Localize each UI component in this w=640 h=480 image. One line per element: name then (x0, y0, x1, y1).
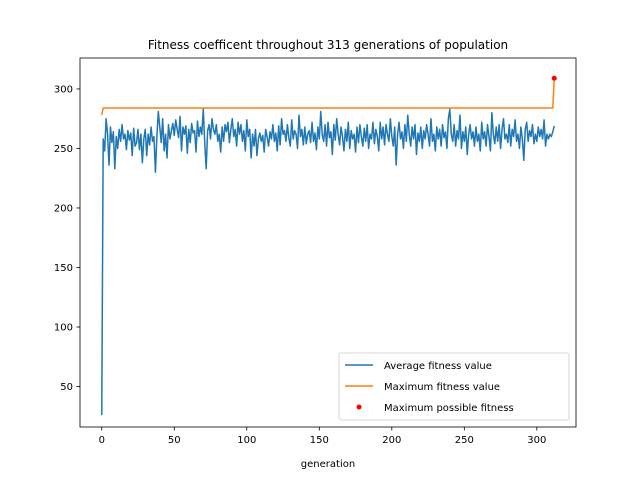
axes-frame (79, 57, 577, 428)
x-tick-label: 250 (455, 435, 474, 446)
y-tick-label: 300 (54, 84, 73, 95)
legend-box (338, 352, 570, 421)
plot-area (101, 75, 557, 416)
y-tick-label: 200 (54, 203, 73, 214)
max-possible-fitness-point (551, 75, 557, 81)
legend-swatch-possible (356, 404, 362, 410)
x-tick-label: 50 (168, 435, 181, 446)
legend-label-maximum: Maximum fitness value (384, 382, 500, 393)
legend-label-average: Average fitness value (384, 361, 492, 372)
chart-title: Fitness coefficent throughout 313 genera… (148, 38, 508, 52)
y-tick-label: 100 (54, 323, 73, 334)
x-tick-label: 300 (527, 435, 546, 446)
x-tick-label: 0 (99, 435, 105, 446)
series-line-average-fitness (101, 108, 555, 416)
x-tick-label: 200 (382, 435, 401, 446)
x-axis-label: generation (301, 459, 355, 470)
x-axis: 0 50 100 150 200 250 300 (99, 427, 546, 446)
y-axis: 50 100 150 200 250 300 (54, 84, 80, 393)
x-tick-label: 150 (310, 435, 329, 446)
x-tick-label: 100 (237, 435, 256, 446)
legend: Average fitness value Maximum fitness va… (338, 352, 570, 421)
legend-label-possible: Maximum possible fitness (384, 403, 514, 414)
series-line-maximum-fitness (101, 78, 555, 116)
y-tick-label: 150 (54, 263, 73, 274)
y-tick-label: 250 (54, 144, 73, 155)
y-tick-label: 50 (60, 382, 73, 393)
